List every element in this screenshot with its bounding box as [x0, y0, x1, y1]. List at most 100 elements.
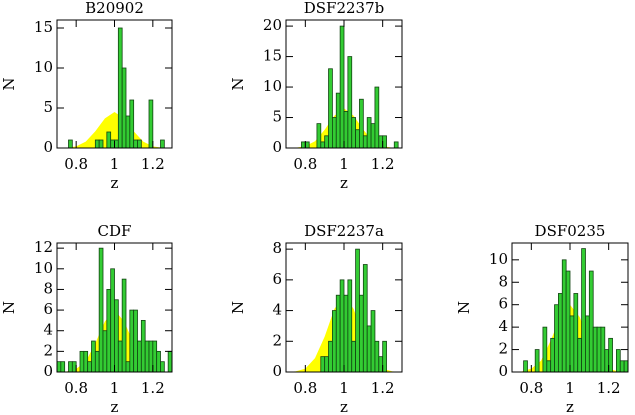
plot-area [57, 27, 172, 148]
bar [152, 340, 158, 372]
bar [91, 340, 96, 372]
bar [133, 139, 138, 148]
bar [546, 360, 552, 372]
bar [619, 360, 625, 372]
y-tick-label: 20 [263, 16, 282, 34]
bar [156, 350, 161, 372]
bar [565, 270, 571, 372]
x-tick-label: 1 [110, 155, 120, 173]
bar [343, 111, 349, 148]
bar [359, 294, 364, 372]
x-tick-label: 1 [339, 379, 349, 397]
x-tick-label: 0.8 [64, 155, 88, 173]
y-tick-label: 5 [272, 108, 282, 126]
y-tick-label: 8 [498, 272, 508, 290]
panel: 0.8 1 1.2 0 5 10 15 B20902 z N [0, 0, 173, 192]
y-tick-label: 0 [272, 138, 282, 156]
bar [347, 56, 353, 148]
x-tick-label: 1.2 [141, 379, 165, 397]
plot-area [512, 248, 628, 372]
bar [534, 349, 540, 372]
bar [623, 360, 628, 372]
bar [117, 340, 123, 372]
bar [148, 340, 154, 372]
bar [378, 135, 384, 148]
bar [585, 315, 590, 372]
y-tick-label: 15 [263, 47, 282, 65]
bar [133, 309, 138, 372]
x-tick-label: 1.2 [597, 379, 621, 397]
bar [114, 139, 119, 148]
y-axis-label: N [0, 77, 18, 90]
bar [57, 361, 62, 372]
fit-area [57, 112, 172, 148]
bar [125, 361, 131, 372]
bar [320, 141, 326, 148]
bar [592, 326, 598, 372]
y-tick-label: 0 [272, 362, 282, 380]
bar [324, 135, 329, 148]
chart-title: DSF0235 [535, 222, 606, 240]
y-tick-label: 10 [34, 58, 53, 76]
bar [343, 294, 349, 372]
bar [301, 141, 306, 148]
bar [370, 310, 376, 372]
bar [362, 135, 368, 148]
bar [121, 278, 127, 372]
bar [554, 304, 559, 372]
plot-area [57, 247, 172, 372]
bar [324, 356, 329, 372]
bar [106, 289, 112, 372]
bar [608, 337, 613, 372]
bar [83, 350, 89, 372]
bar [374, 340, 380, 372]
bar [110, 139, 115, 148]
y-axis-label: N [455, 301, 473, 314]
x-tick-label: 0.8 [293, 379, 317, 397]
bar [588, 270, 594, 372]
bar [144, 340, 150, 372]
bar [382, 135, 387, 148]
panel: 0.8 1 1.2 0 2 4 6 8 10 DSF0235 z N [455, 222, 629, 415]
bar [335, 294, 341, 372]
bar [137, 340, 142, 372]
panel: 0.8 1 1.2 0 2 4 6 8 10 12 CDF z N [0, 222, 173, 415]
y-axis-label: N [229, 77, 247, 90]
bar [304, 141, 310, 148]
y-tick-label: 6 [272, 270, 282, 288]
y-tick-label: 0 [498, 362, 508, 380]
x-tick-label: 1 [110, 379, 120, 397]
y-tick-label: 4 [272, 301, 282, 319]
bar [94, 350, 100, 372]
bar [71, 361, 77, 372]
bar [316, 123, 322, 148]
x-tick-label: 1 [565, 379, 575, 397]
bar [523, 360, 528, 372]
x-axis-label: z [566, 398, 574, 415]
panel: 0.8 1 1.2 0 2 4 6 8 DSF2237a z N [229, 222, 403, 415]
bar [393, 141, 399, 148]
chart-title: DSF2237a [304, 222, 384, 240]
y-axis-label: N [0, 301, 18, 314]
plot-area [286, 248, 402, 372]
bar [98, 247, 104, 372]
bar [366, 325, 372, 372]
bar [600, 326, 606, 372]
bar [79, 350, 85, 372]
bar [577, 337, 583, 372]
x-tick-label: 1 [339, 155, 349, 173]
bar [378, 356, 384, 372]
bar [355, 129, 360, 148]
panel: 0.8 1 1.2 0 5 10 15 20 DSF2237b z N [229, 0, 403, 192]
y-tick-label: 15 [34, 18, 53, 36]
bar [129, 99, 135, 148]
y-axis-label: N [229, 301, 247, 314]
bar [335, 92, 341, 148]
y-tick-label: 0 [43, 138, 53, 156]
bar [596, 326, 602, 372]
x-tick-label: 1.2 [371, 155, 395, 173]
x-axis-label: z [111, 174, 119, 192]
y-tick-label: 6 [498, 295, 508, 313]
bar [347, 279, 353, 372]
